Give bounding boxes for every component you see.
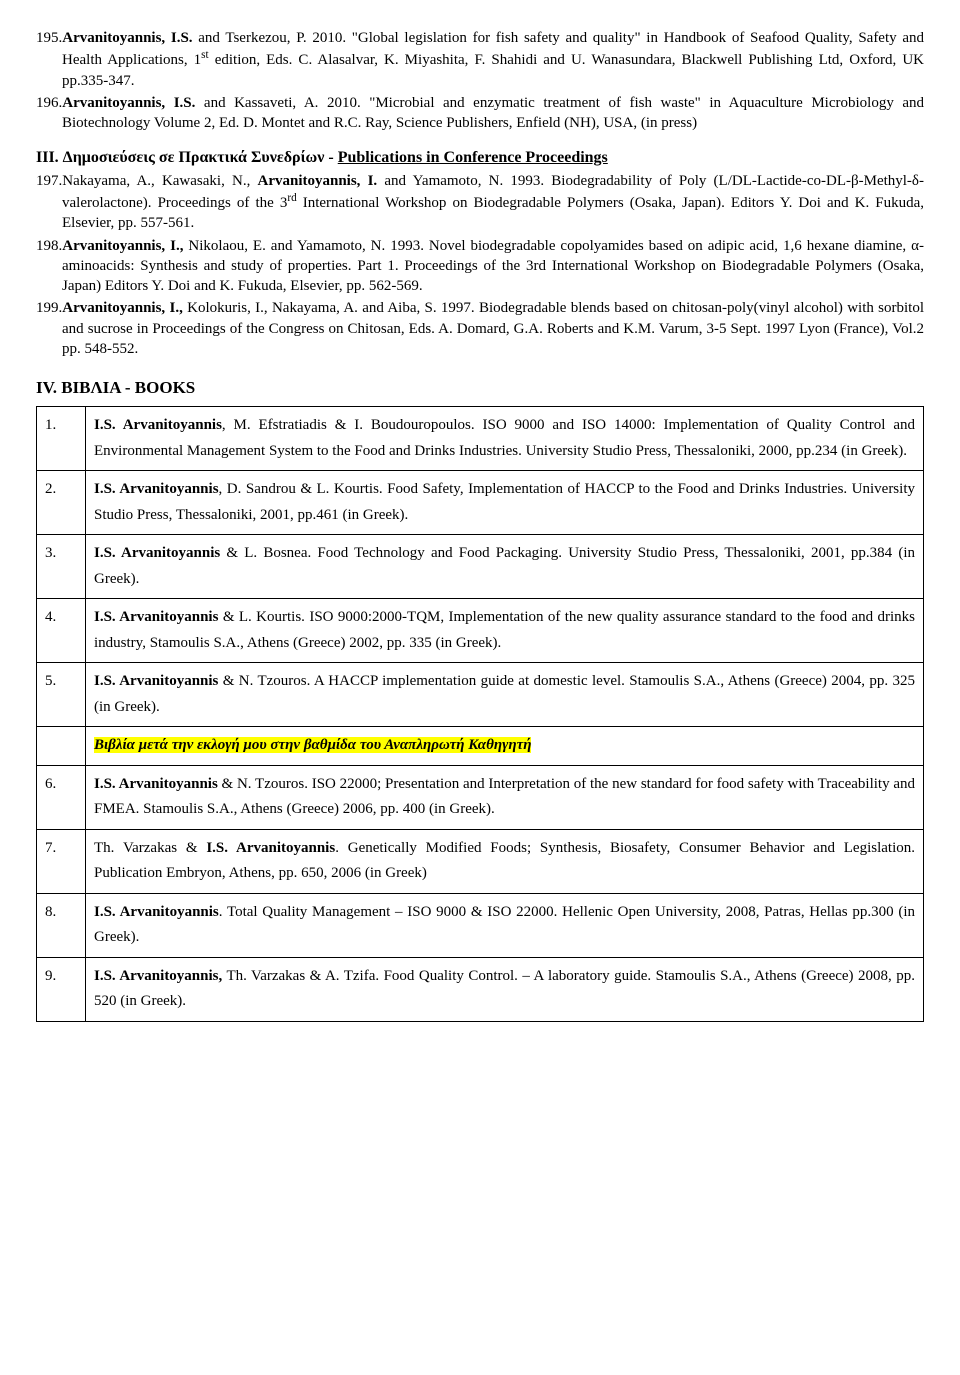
book-author: I.S. Arvanitoyannis [94,481,219,497]
book-num-cell: 7. [37,829,86,893]
ref-text: Nakayama, A., Kawasaki, N., [62,173,257,189]
table-row: 1.I.S. Arvanitoyannis, M. Efstratiadis &… [37,407,924,471]
ref-author: Arvanitoyannis, I. [257,173,377,189]
ref-num: 198. [36,238,62,254]
book-num-cell: 6. [37,765,86,829]
books-table: 1.I.S. Arvanitoyannis, M. Efstratiadis &… [36,406,924,1022]
book-author: I.S. Arvanitoyannis, [94,968,222,984]
table-row: Βιβλία μετά την εκλογή μου στην βαθμίδα … [37,727,924,766]
book-desc-cell: I.S. Arvanitoyannis & L. Bosnea. Food Te… [86,535,924,599]
ref-text: Nikolaou, E. and Yamamoto, N. 1993. Nove… [62,238,924,295]
reference-item: 198.Arvanitoyannis, I., Nikolaou, E. and… [36,236,924,297]
ref-text: Kolokuris, I., Nakayama, A. and Aiba, S.… [62,300,924,357]
ref-sup: st [201,49,209,61]
book-author: I.S. Arvanitoyannis [206,840,335,856]
book-desc-cell: Th. Varzakas & I.S. Arvanitoyannis. Gene… [86,829,924,893]
book-rest: & N. Tzouros. ISO 22000; Presentation an… [94,776,915,818]
ref-author: Arvanitoyannis, I., [62,300,183,316]
book-desc-cell: I.S. Arvanitoyannis & L. Kourtis. ISO 90… [86,599,924,663]
reference-item: 196.Arvanitoyannis, I.S. and Kassaveti, … [36,93,924,134]
table-row: 7.Th. Varzakas & I.S. Arvanitoyannis. Ge… [37,829,924,893]
book-author: I.S. Arvanitoyannis [94,904,219,920]
book-num-cell: 8. [37,893,86,957]
highlight-cell: Βιβλία μετά την εκλογή μου στην βαθμίδα … [86,727,924,766]
book-num-cell: 1. [37,407,86,471]
book-desc-cell: I.S. Arvanitoyannis. Total Quality Manag… [86,893,924,957]
table-row: 9.I.S. Arvanitoyannis, Th. Varzakas & A.… [37,957,924,1021]
book-author: I.S. Arvanitoyannis [94,609,218,625]
reference-item: 199.Arvanitoyannis, I., Kolokuris, I., N… [36,298,924,359]
book-desc-cell: I.S. Arvanitoyannis, Th. Varzakas & A. T… [86,957,924,1021]
section-prefix: III. Δημοσιεύσεις σε Πρακτικά Συνεδρίων … [36,149,338,166]
table-row: 5.I.S. Arvanitoyannis & N. Tzouros. A HA… [37,663,924,727]
book-author: I.S. Arvanitoyannis [94,776,218,792]
books-heading: IV. ΒΙΒΛΙΑ - BOOKS [36,377,924,400]
table-row: 8.I.S. Arvanitoyannis. Total Quality Man… [37,893,924,957]
book-num-cell: 2. [37,471,86,535]
section-heading: III. Δημοσιεύσεις σε Πρακτικά Συνεδρίων … [36,147,924,169]
ref-sup: rd [287,192,296,204]
ref-num: 197. [36,173,62,189]
book-num-cell: 5. [37,663,86,727]
table-row: 2.I.S. Arvanitoyannis, D. Sandrou & L. K… [37,471,924,535]
book-author: I.S. Arvanitoyannis [94,545,220,561]
book-num-cell: 9. [37,957,86,1021]
book-num-cell [37,727,86,766]
ref-num: 196. [36,95,62,111]
section-underline: Publications in Conference Proceedings [338,149,608,166]
ref-author: Arvanitoyannis, I.S. [62,30,192,46]
book-desc-cell: I.S. Arvanitoyannis & N. Tzouros. A HACC… [86,663,924,727]
book-author: I.S. Arvanitoyannis [94,417,222,433]
ref-num: 199. [36,300,62,316]
table-row: 4.I.S. Arvanitoyannis & L. Kourtis. ISO … [37,599,924,663]
table-row: 3.I.S. Arvanitoyannis & L. Bosnea. Food … [37,535,924,599]
reference-item: 195.Arvanitoyannis, I.S. and Tserkezou, … [36,28,924,91]
ref-author: Arvanitoyannis, I.S. [62,95,195,111]
ref-num: 195. [36,30,62,46]
book-author: I.S. Arvanitoyannis [94,673,218,689]
book-rest: & N. Tzouros. A HACCP implementation gui… [94,673,915,715]
book-num-cell: 3. [37,535,86,599]
highlight-text: Βιβλία μετά την εκλογή μου στην βαθμίδα … [94,737,531,753]
book-num-cell: 4. [37,599,86,663]
book-rest: & L. Kourtis. ISO 9000:2000-TQM, Impleme… [94,609,915,651]
reference-item: 197.Nakayama, A., Kawasaki, N., Arvanito… [36,171,924,234]
book-pre: Th. Varzakas & [94,840,206,856]
table-row: 6.I.S. Arvanitoyannis & N. Tzouros. ISO … [37,765,924,829]
ref-author: Arvanitoyannis, I., [62,238,183,254]
book-desc-cell: I.S. Arvanitoyannis, M. Efstratiadis & I… [86,407,924,471]
book-desc-cell: I.S. Arvanitoyannis & N. Tzouros. ISO 22… [86,765,924,829]
book-desc-cell: I.S. Arvanitoyannis, D. Sandrou & L. Kou… [86,471,924,535]
